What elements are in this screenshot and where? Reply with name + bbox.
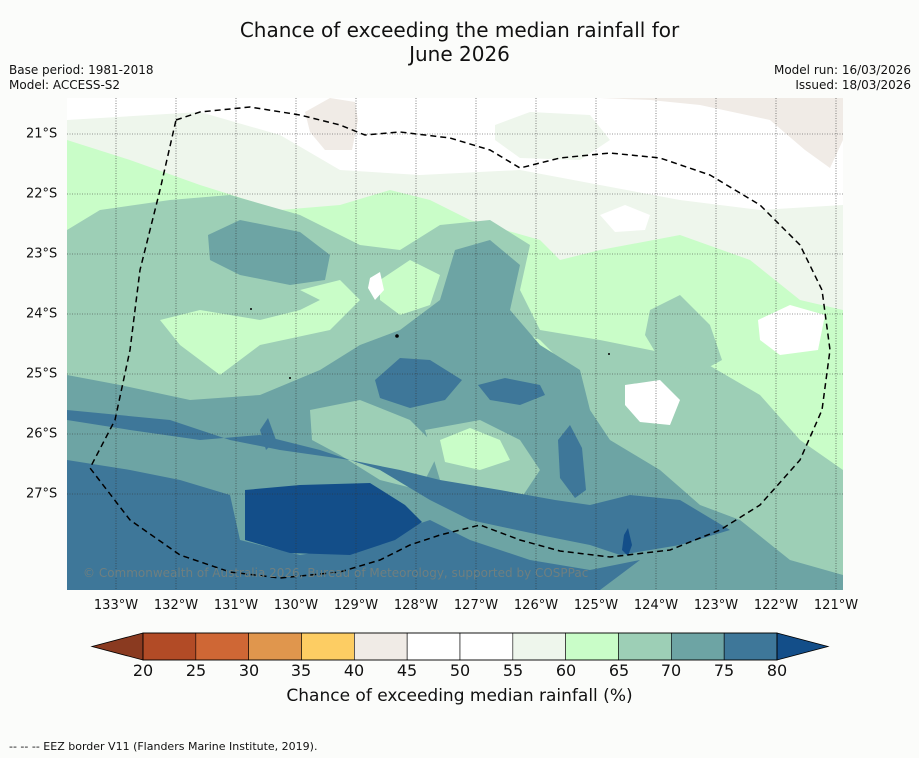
field-white-patch-2 bbox=[758, 305, 825, 355]
lon-label-132w: 132°W bbox=[153, 598, 199, 613]
field-white-inner-b bbox=[625, 380, 680, 425]
colorbar-tick-45: 45 bbox=[396, 661, 418, 680]
colorbar-bin-65 bbox=[618, 632, 672, 661]
lon-label-123w: 123°W bbox=[693, 598, 739, 613]
colorbar-bin-20 bbox=[142, 632, 197, 661]
field-75-80-e bbox=[558, 425, 586, 498]
lon-label-131w: 131°W bbox=[213, 598, 259, 613]
colorbar-tick-80: 80 bbox=[766, 661, 788, 680]
copyright-notice: © Commonwealth of Australia 2026, Bureau… bbox=[83, 566, 589, 580]
lon-label-122w: 122°W bbox=[753, 598, 799, 613]
field-white-patch bbox=[600, 205, 650, 232]
colorbar-bin-30 bbox=[248, 632, 302, 661]
eez-border bbox=[89, 106, 831, 579]
colorbar-bin-60 bbox=[565, 632, 619, 661]
colorbar-title: Chance of exceeding median rainfall (%) bbox=[286, 686, 633, 706]
field-55-60-b bbox=[495, 112, 610, 160]
field-65-70-east bbox=[645, 295, 722, 372]
gridlines bbox=[67, 98, 843, 590]
colorbar-over-triangle bbox=[776, 632, 830, 661]
base-period: Base period: 1981-2018 bbox=[9, 63, 154, 77]
colorbar-bin-70 bbox=[671, 632, 725, 661]
field-45-50-b bbox=[305, 98, 358, 150]
colorbar bbox=[90, 632, 830, 661]
lat-label-24s: 24°S bbox=[26, 306, 58, 322]
colorbar-under-triangle bbox=[90, 632, 144, 661]
lon-label-133w: 133°W bbox=[93, 598, 139, 613]
lon-label-128w: 128°W bbox=[393, 598, 439, 613]
colorbar-bin-45 bbox=[406, 632, 461, 661]
colorbar-bins bbox=[142, 632, 778, 661]
title-line-2: June 2026 bbox=[409, 42, 510, 66]
lon-label-126w: 126°W bbox=[513, 598, 559, 613]
colorbar-bin-40 bbox=[354, 632, 408, 661]
field-over-80-b bbox=[622, 528, 632, 556]
colorbar-bin-25 bbox=[195, 632, 249, 661]
field-60-65-inner bbox=[160, 280, 360, 375]
colorbar-tick-50: 50 bbox=[449, 661, 471, 680]
meta-left: Base period: 1981-2018 Model: ACCESS-S2 bbox=[9, 63, 154, 93]
field-45-50 bbox=[600, 98, 843, 168]
colorbar-bin-75 bbox=[723, 632, 778, 661]
lat-label-25s: 25°S bbox=[26, 366, 58, 382]
colorbar-bin-50 bbox=[459, 632, 514, 661]
field-65-70-pocket bbox=[310, 400, 440, 490]
field-75-80-c bbox=[375, 358, 462, 408]
lat-label-22s: 22°S bbox=[26, 186, 58, 202]
lon-label-121w: 121°W bbox=[813, 598, 859, 613]
colorbar-tick-40: 40 bbox=[343, 661, 365, 680]
eez-legend-note: -- -- -- EEZ border V11 (Flanders Marine… bbox=[9, 740, 318, 753]
lon-label-124w: 124°W bbox=[633, 598, 679, 613]
colorbar-tick-70: 70 bbox=[660, 661, 682, 680]
lat-label-23s: 23°S bbox=[26, 246, 58, 262]
island-markers bbox=[250, 308, 610, 379]
colorbar-tick-20: 20 bbox=[132, 661, 154, 680]
title-line-1: Chance of exceeding the median rainfall … bbox=[239, 18, 680, 42]
colorbar-tick-75: 75 bbox=[713, 661, 735, 680]
field-70-75-west bbox=[208, 220, 330, 285]
lat-label-27s: 27°S bbox=[26, 486, 58, 502]
contour-fields bbox=[67, 98, 843, 590]
colorbar-tick-55: 55 bbox=[502, 661, 524, 680]
field-60-65-inner-b bbox=[380, 260, 440, 315]
colorbar-tick-25: 25 bbox=[185, 661, 207, 680]
meta-right: Model run: 16/03/2026 Issued: 18/03/2026 bbox=[774, 63, 911, 93]
issued-date: Issued: 18/03/2026 bbox=[795, 78, 911, 92]
lat-label-26s: 26°S bbox=[26, 426, 58, 442]
model-name: Model: ACCESS-S2 bbox=[9, 78, 121, 92]
colorbar-tick-65: 65 bbox=[608, 661, 630, 680]
model-run: Model run: 16/03/2026 bbox=[773, 63, 911, 77]
lat-label-21s: 21°S bbox=[26, 126, 58, 142]
field-60-65-pocket bbox=[440, 428, 510, 470]
lon-label-130w: 130°W bbox=[273, 598, 319, 613]
field-75-80 bbox=[67, 410, 730, 555]
chart-title: Chance of exceeding the median rainfall … bbox=[0, 18, 919, 66]
field-white-inner bbox=[368, 272, 384, 300]
lon-label-125w: 125°W bbox=[573, 598, 619, 613]
field-over-80 bbox=[245, 483, 422, 555]
field-75-80-d bbox=[478, 378, 545, 405]
colorbar-tick-35: 35 bbox=[290, 661, 312, 680]
colorbar-tick-60: 60 bbox=[555, 661, 577, 680]
lon-label-129w: 129°W bbox=[333, 598, 379, 613]
colorbar-tick-30: 30 bbox=[238, 661, 260, 680]
lon-label-127w: 127°W bbox=[453, 598, 499, 613]
colorbar-bin-35 bbox=[301, 632, 355, 661]
colorbar-bin-55 bbox=[512, 632, 566, 661]
field-75-80-b bbox=[67, 460, 640, 590]
